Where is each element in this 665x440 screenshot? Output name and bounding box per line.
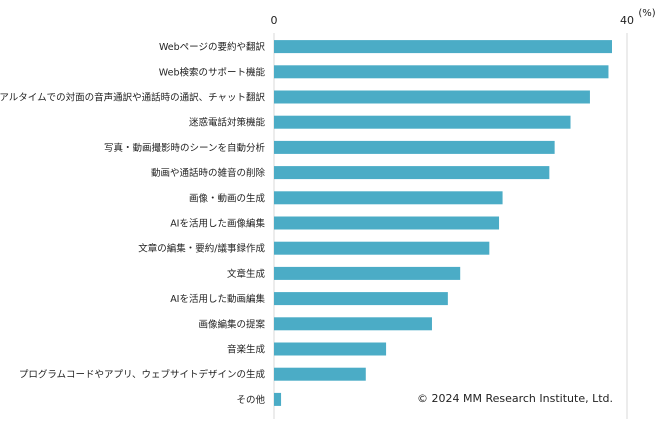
- category-label: Webページの要約や翻訳: [159, 41, 266, 53]
- bar: [274, 115, 571, 129]
- bar: [274, 140, 555, 154]
- bar: [274, 392, 282, 406]
- bar: [274, 90, 590, 104]
- category-label: リアルタイムでの対面の音声通訳や通話時の通訳、チャット翻訳: [0, 92, 265, 104]
- x-tick-label: 0: [271, 14, 278, 27]
- bar: [274, 40, 612, 54]
- category-label: 文章生成: [227, 268, 266, 280]
- unit-label: (%): [638, 8, 655, 19]
- category-label: 音楽生成: [227, 344, 266, 356]
- category-label: その他: [236, 394, 265, 406]
- bar: [274, 166, 550, 180]
- copyright-notice: © 2024 MM Research Institute, Ltd.: [416, 392, 613, 405]
- bar: [274, 191, 503, 205]
- bar: [274, 367, 366, 381]
- category-label: AIを活用した動画編集: [170, 293, 265, 305]
- bar: [274, 241, 490, 255]
- bar: [274, 216, 500, 230]
- bar: [274, 317, 432, 331]
- category-label: 迷惑電話対策機能: [189, 117, 266, 129]
- bar: [274, 342, 387, 356]
- category-label: 画像・動画の生成: [189, 192, 266, 204]
- category-label: プログラムコードやアプリ、ウェブサイトデザインの生成: [19, 369, 266, 381]
- category-label: 画像編集の提案: [198, 318, 265, 330]
- bar: [274, 65, 609, 79]
- category-label: Web検索のサポート機能: [159, 66, 266, 78]
- category-label: 写真・動画撮影時のシーンを自動分析: [104, 142, 266, 154]
- category-label: 動画や通話時の雑音の削除: [151, 167, 266, 179]
- bar: [274, 292, 448, 306]
- category-label: AIを活用した画像編集: [170, 218, 265, 230]
- x-tick-label: 40: [620, 14, 634, 27]
- bar: [274, 266, 461, 280]
- category-label: 文章の編集・要約/議事録作成: [138, 243, 265, 255]
